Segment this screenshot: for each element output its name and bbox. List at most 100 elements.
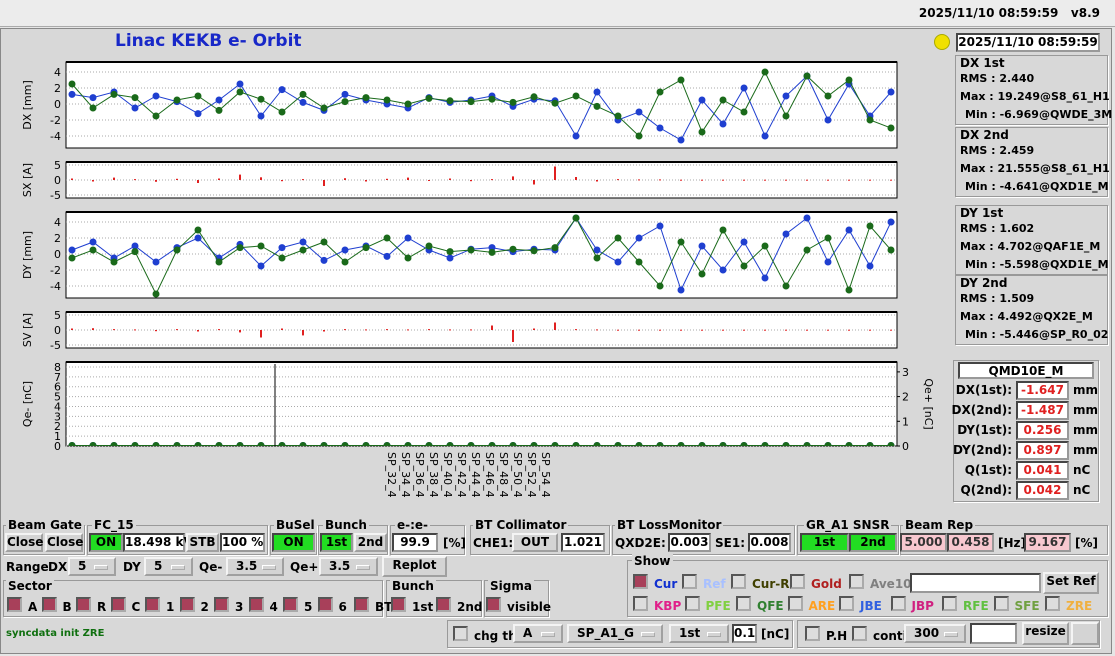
checkbox[interactable]: [453, 626, 468, 641]
show-checkbox[interactable]: SFE: [993, 596, 1040, 614]
checkbox[interactable]: [731, 574, 746, 589]
on[interactable]: 1st: [800, 533, 849, 552]
checkbox[interactable]: [787, 596, 803, 611]
sel[interactable]: 300: [904, 624, 966, 643]
checkbox[interactable]: [790, 574, 805, 589]
checkbox[interactable]: [283, 597, 298, 612]
show-checkbox[interactable]: QFE: [736, 596, 784, 614]
point: [782, 112, 790, 120]
btn[interactable]: Set Ref: [1043, 572, 1099, 594]
checkbox-item[interactable]: 1st: [391, 597, 433, 615]
on[interactable]: 2nd: [849, 533, 897, 552]
sel[interactable]: 1st: [669, 624, 729, 643]
checkbox[interactable]: [684, 596, 700, 611]
point: [740, 108, 748, 116]
checkbox[interactable]: [110, 597, 126, 612]
sel[interactable]: 5: [144, 557, 193, 576]
app-title: Linac KEKB e- Orbit: [115, 31, 302, 51]
sel[interactable]: 3.5: [319, 557, 378, 576]
bar: [659, 329, 661, 331]
point: [362, 94, 370, 102]
point: [320, 238, 328, 246]
show-checkbox[interactable]: KBP: [633, 596, 681, 614]
btn[interactable]: STB: [186, 533, 219, 552]
sector-checkbox[interactable]: C: [110, 597, 140, 615]
checkbox[interactable]: [354, 597, 369, 612]
checkbox-item[interactable]: chg th: [453, 626, 517, 644]
checkbox[interactable]: [852, 626, 867, 641]
show-checkbox[interactable]: RFE: [942, 596, 989, 614]
checkbox[interactable]: [436, 597, 451, 612]
on[interactable]: 1st: [320, 533, 353, 552]
sector-checkbox[interactable]: 2: [179, 597, 209, 615]
sector-checkbox[interactable]: 6: [317, 597, 347, 615]
btn[interactable]: resize: [1022, 622, 1069, 645]
sector-checkbox[interactable]: BT: [354, 597, 392, 615]
show-checkbox[interactable]: Gold: [790, 574, 842, 592]
fld[interactable]: 0.1: [732, 624, 757, 643]
point: [572, 442, 580, 446]
checkbox[interactable]: [1045, 596, 1060, 611]
checkbox[interactable]: [682, 574, 697, 589]
fld[interactable]: 99.9: [392, 533, 438, 552]
show-checkbox[interactable]: PFE: [684, 596, 731, 614]
sector-checkbox[interactable]: B: [41, 597, 72, 615]
checkbox[interactable]: [942, 596, 957, 611]
show-checkbox[interactable]: JBE: [839, 596, 882, 614]
pink: 5.000: [900, 533, 947, 552]
checkbox-item[interactable]: 2nd: [436, 597, 482, 615]
checkbox-item[interactable]: P.H: [805, 626, 847, 644]
checkbox[interactable]: [993, 596, 1009, 611]
ref-input[interactable]: [910, 573, 1041, 593]
checkbox[interactable]: [633, 574, 648, 589]
checkbox[interactable]: [736, 596, 751, 611]
checkbox-label: 2nd: [457, 600, 483, 614]
label: DX: [48, 560, 68, 574]
checkbox[interactable]: [145, 597, 160, 612]
checkbox[interactable]: [248, 597, 264, 612]
show-checkbox[interactable]: ARE: [787, 596, 835, 614]
btn[interactable]: Close: [45, 533, 83, 552]
camera-button[interactable]: [1071, 622, 1099, 645]
btn[interactable]: Replot: [382, 556, 447, 577]
checkbox[interactable]: [179, 597, 195, 612]
btn[interactable]: Close: [5, 533, 43, 552]
sector-checkbox[interactable]: 5: [283, 597, 312, 615]
show-checkbox[interactable]: ZRE: [1045, 596, 1092, 614]
sector-checkbox[interactable]: 1: [145, 597, 174, 615]
sel[interactable]: SP_A1_G: [567, 624, 663, 643]
checkbox[interactable]: [41, 597, 57, 612]
checkbox[interactable]: [317, 597, 333, 612]
checkbox[interactable]: [214, 597, 229, 612]
sector-checkbox[interactable]: R: [76, 597, 106, 615]
show-checkbox[interactable]: Ref: [682, 574, 726, 592]
btn[interactable]: OUT: [512, 533, 558, 552]
btn[interactable]: 2nd: [354, 533, 387, 552]
checkbox[interactable]: [486, 597, 501, 612]
checkbox[interactable]: [7, 597, 22, 612]
checkbox[interactable]: [76, 597, 91, 612]
sector-checkbox[interactable]: 3: [214, 597, 243, 615]
show-checkbox[interactable]: JBP: [890, 596, 934, 614]
sector-checkbox[interactable]: 4: [248, 597, 278, 615]
checkbox[interactable]: [839, 596, 854, 611]
checkbox-item[interactable]: visible: [486, 597, 551, 615]
checkbox[interactable]: [805, 626, 820, 641]
checkbox[interactable]: [890, 596, 906, 611]
text-input[interactable]: [970, 623, 1017, 644]
point: [845, 226, 853, 234]
point: [803, 72, 811, 80]
checkbox[interactable]: [849, 574, 864, 589]
sel[interactable]: A: [513, 624, 563, 643]
sel[interactable]: 3.5: [226, 557, 284, 576]
show-checkbox[interactable]: Ave10: [849, 574, 912, 592]
show-checkbox[interactable]: Cur: [633, 574, 677, 592]
checkbox[interactable]: [391, 597, 406, 612]
on[interactable]: ON: [272, 533, 315, 552]
x-tick-label: SP_50_4: [511, 452, 524, 498]
sel[interactable]: 5: [68, 557, 116, 576]
point: [761, 68, 769, 76]
checkbox-item[interactable]: conti: [852, 626, 907, 644]
checkbox[interactable]: [633, 596, 648, 611]
sector-checkbox[interactable]: A: [7, 597, 37, 615]
